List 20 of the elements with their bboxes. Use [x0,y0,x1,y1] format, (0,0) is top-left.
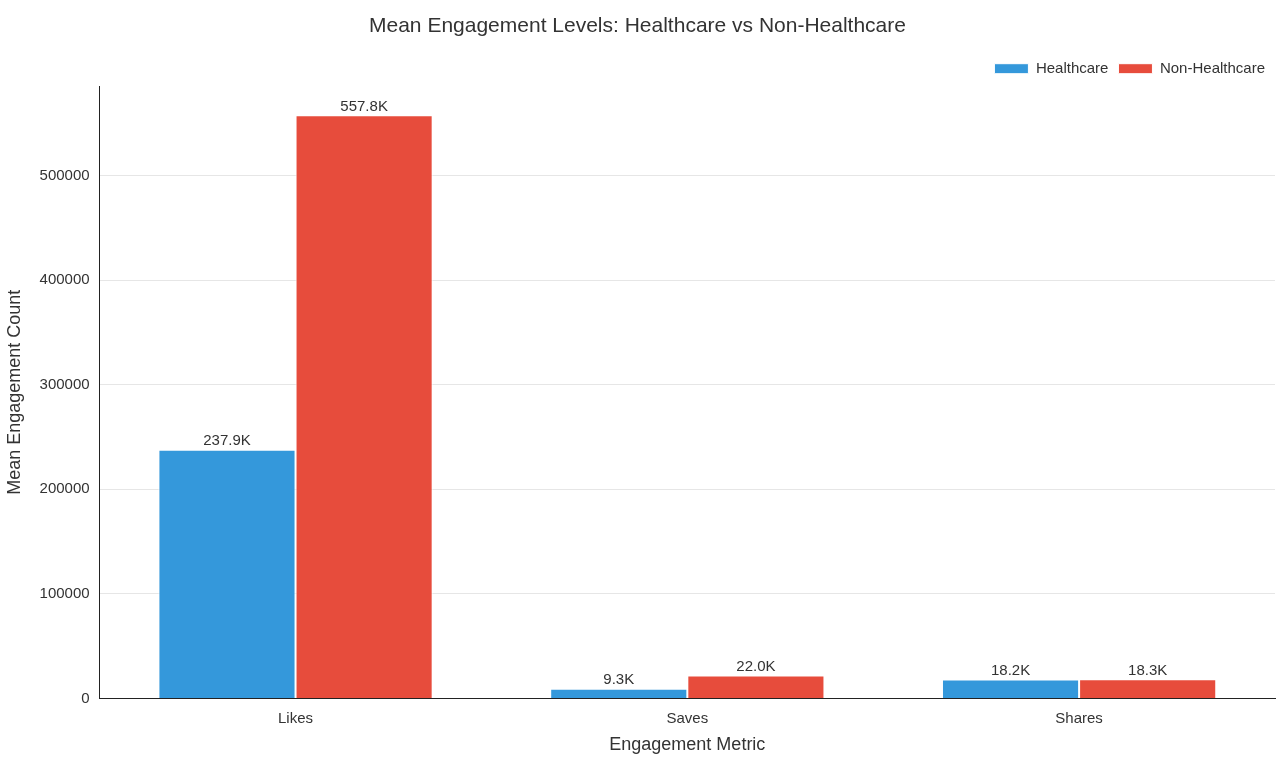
x-tick-label: Likes [278,708,314,726]
legend-label: Non-Healthcare [1159,58,1266,76]
y-tick-label: 500000 [39,165,90,183]
data-label: 557.8K [340,97,388,114]
chart-title: Mean Engagement Levels: Healthcare vs Non-Healthcare [369,13,906,37]
y-tick-label: 0 [81,688,90,706]
data-label: 22.0K [736,657,776,675]
x-tick-label: Saves [666,708,709,726]
y-tick-label: 400000 [39,270,90,288]
y-tick-label: 100000 [39,584,90,602]
y-axis-title: Mean Engagement Count [3,289,24,495]
data-label: 9.3K [603,670,635,688]
y-tick-label: 200000 [39,479,90,497]
data-label: 237.9K [203,431,251,449]
data-label: 18.2K [990,661,1031,679]
x-tick-label: Shares [1055,708,1103,726]
y-tick-label: 300000 [39,374,90,392]
x-axis-title: Engagement Metric [609,734,766,755]
legend-label: Healthcare [1035,58,1109,76]
data-label: 18.3K [1128,660,1168,678]
